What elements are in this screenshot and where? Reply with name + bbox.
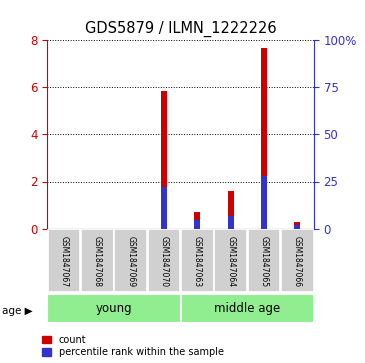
FancyBboxPatch shape xyxy=(47,294,181,323)
Bar xyxy=(228,216,234,229)
Bar xyxy=(294,225,300,229)
Bar xyxy=(161,91,167,229)
FancyBboxPatch shape xyxy=(281,229,314,291)
Title: GDS5879 / ILMN_1222226: GDS5879 / ILMN_1222226 xyxy=(85,21,277,37)
Bar xyxy=(194,220,200,229)
Text: GSM1847069: GSM1847069 xyxy=(126,236,135,287)
Bar xyxy=(294,221,300,229)
Legend: count, percentile rank within the sample: count, percentile rank within the sample xyxy=(41,334,225,358)
FancyBboxPatch shape xyxy=(214,229,247,291)
Text: age ▶: age ▶ xyxy=(2,306,32,316)
Bar xyxy=(161,187,167,229)
Bar xyxy=(194,212,200,229)
Bar xyxy=(228,191,234,229)
Text: GSM1847067: GSM1847067 xyxy=(59,236,69,287)
FancyBboxPatch shape xyxy=(181,294,314,323)
Text: GSM1847068: GSM1847068 xyxy=(93,236,102,287)
FancyBboxPatch shape xyxy=(181,229,214,291)
Text: young: young xyxy=(96,302,132,315)
Text: GSM1847066: GSM1847066 xyxy=(293,236,302,287)
FancyBboxPatch shape xyxy=(247,229,280,291)
FancyBboxPatch shape xyxy=(148,229,180,291)
Text: middle age: middle age xyxy=(214,302,280,315)
Bar xyxy=(261,176,267,229)
Text: GSM1847065: GSM1847065 xyxy=(260,236,268,287)
FancyBboxPatch shape xyxy=(81,229,114,291)
FancyBboxPatch shape xyxy=(114,229,147,291)
Bar xyxy=(261,48,267,229)
Text: GSM1847070: GSM1847070 xyxy=(160,236,169,287)
Text: GSM1847064: GSM1847064 xyxy=(226,236,235,287)
Text: GSM1847063: GSM1847063 xyxy=(193,236,202,287)
FancyBboxPatch shape xyxy=(48,229,80,291)
